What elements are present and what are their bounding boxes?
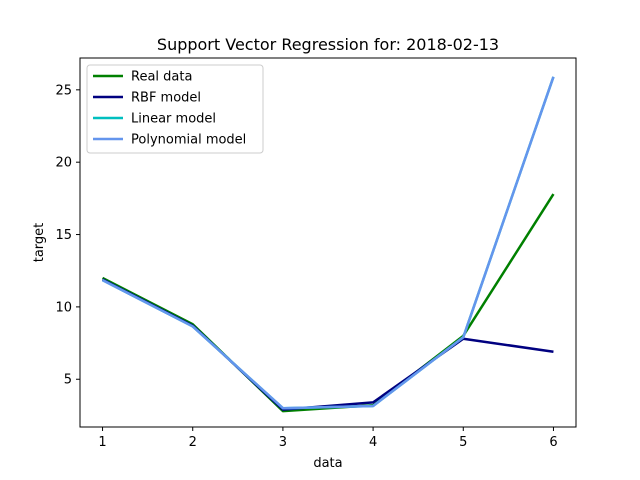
x-tick-label: 3 bbox=[279, 435, 287, 450]
chart-title: Support Vector Regression for: 2018-02-1… bbox=[157, 35, 499, 54]
legend-frame bbox=[86, 64, 264, 154]
legend-label: Real data bbox=[131, 70, 192, 85]
legend-label: Linear model bbox=[131, 112, 216, 127]
y-tick-label: 25 bbox=[55, 83, 72, 98]
plot-area-frame bbox=[79, 57, 577, 428]
legend-label: RBF model bbox=[131, 91, 201, 106]
y-axis: 5 10 15 20 25 bbox=[55, 83, 80, 388]
y-tick-label: 5 bbox=[64, 373, 72, 388]
x-tick-label: 6 bbox=[549, 435, 557, 450]
y-tick-label: 15 bbox=[55, 228, 72, 243]
x-tick-label: 4 bbox=[369, 435, 377, 450]
legend: Real data RBF model Linear model Polynomial… bbox=[86, 64, 264, 154]
x-axis-label: data bbox=[313, 456, 342, 471]
legend-label: Polynomial model bbox=[131, 133, 246, 148]
x-tick-label: 1 bbox=[98, 435, 106, 450]
series-line-4 bbox=[101, 76, 555, 410]
x-tick-label: 2 bbox=[189, 435, 197, 450]
y-tick-label: 20 bbox=[55, 156, 72, 171]
y-tick-label: 10 bbox=[55, 300, 72, 315]
series-layer bbox=[101, 76, 555, 413]
x-axis: 1 2 3 4 5 6 bbox=[98, 427, 558, 450]
x-tick-label: 5 bbox=[459, 435, 467, 450]
y-axis-label: target bbox=[32, 223, 47, 263]
